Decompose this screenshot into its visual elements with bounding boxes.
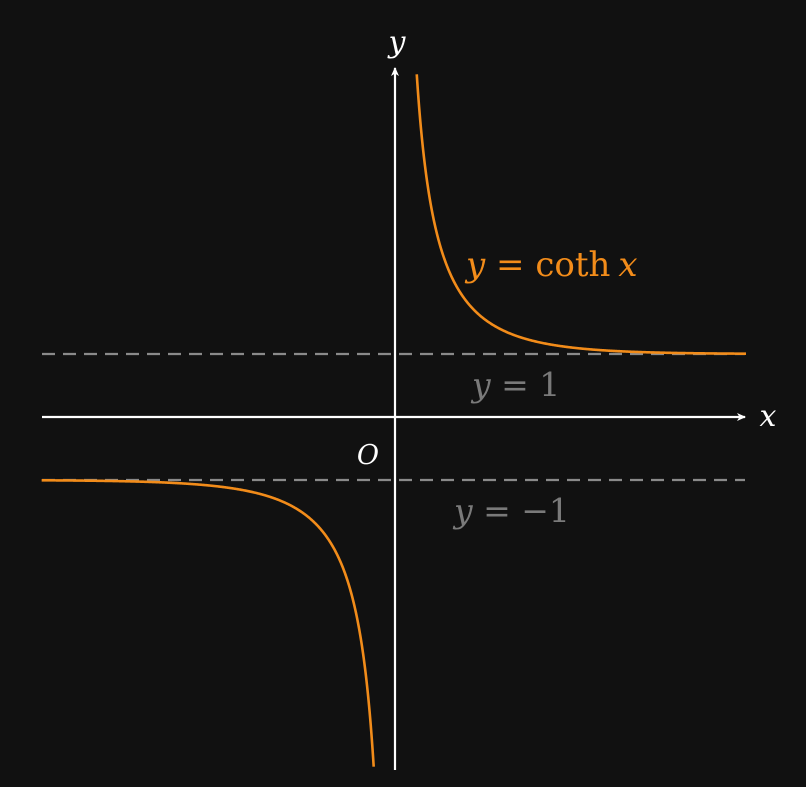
asymptote-label-y-neg1-rhs: = −1 xyxy=(473,491,570,530)
curve-label-lhs: y xyxy=(464,245,486,285)
asymptote-label-y1-rhs: = 1 xyxy=(491,365,561,404)
asymptote-label-y-neg1: y = −1 xyxy=(452,491,570,530)
origin-label: O xyxy=(357,440,379,471)
curve-label-fn: coth xyxy=(535,245,610,285)
y-axis-label: y xyxy=(387,25,407,60)
curve-label-var: x xyxy=(618,245,637,285)
asymptote-label-y1: y = 1 xyxy=(470,365,560,404)
curve-label: y = coth x xyxy=(464,245,638,285)
asymptote-label-y-neg1-lhs: y xyxy=(452,491,473,530)
x-axis-label: x xyxy=(760,399,777,434)
curve-branch-negative xyxy=(41,479,375,767)
asymptote-label-y1-lhs: y xyxy=(470,365,491,404)
curve-label-eq: = xyxy=(485,245,535,285)
curve-branch-positive xyxy=(415,74,747,355)
